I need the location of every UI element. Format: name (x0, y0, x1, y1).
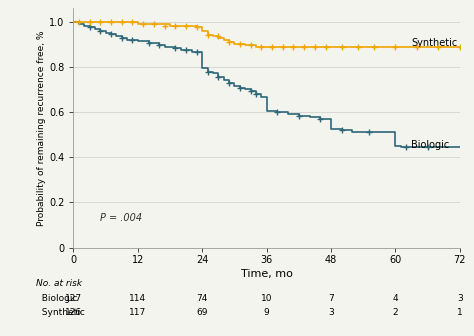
Text: Time, mo: Time, mo (241, 269, 292, 279)
Text: 74: 74 (197, 294, 208, 303)
Text: P = .004: P = .004 (100, 213, 142, 223)
Text: 36: 36 (261, 255, 273, 265)
Text: 69: 69 (197, 308, 208, 317)
Text: 9: 9 (264, 308, 270, 317)
Text: Synthetic: Synthetic (36, 308, 85, 317)
Text: 60: 60 (389, 255, 401, 265)
Text: 0: 0 (71, 255, 76, 265)
Text: 117: 117 (129, 308, 146, 317)
Text: 127: 127 (65, 294, 82, 303)
Text: 1: 1 (457, 308, 463, 317)
Text: 2: 2 (392, 308, 398, 317)
Text: 48: 48 (325, 255, 337, 265)
Y-axis label: Probability of remaining recurrence free, %: Probability of remaining recurrence free… (37, 30, 46, 226)
Text: 4: 4 (392, 294, 398, 303)
Text: 114: 114 (129, 294, 146, 303)
Text: Synthetic: Synthetic (411, 38, 458, 48)
Text: 126: 126 (65, 308, 82, 317)
Text: 7: 7 (328, 294, 334, 303)
Text: 3: 3 (328, 308, 334, 317)
Text: 72: 72 (454, 255, 466, 265)
Text: 3: 3 (457, 294, 463, 303)
Text: Biologic: Biologic (411, 140, 450, 150)
Text: 10: 10 (261, 294, 273, 303)
Text: 12: 12 (132, 255, 144, 265)
Text: Biologic: Biologic (36, 294, 77, 303)
Text: No. at risk: No. at risk (36, 279, 82, 288)
Text: 24: 24 (196, 255, 209, 265)
